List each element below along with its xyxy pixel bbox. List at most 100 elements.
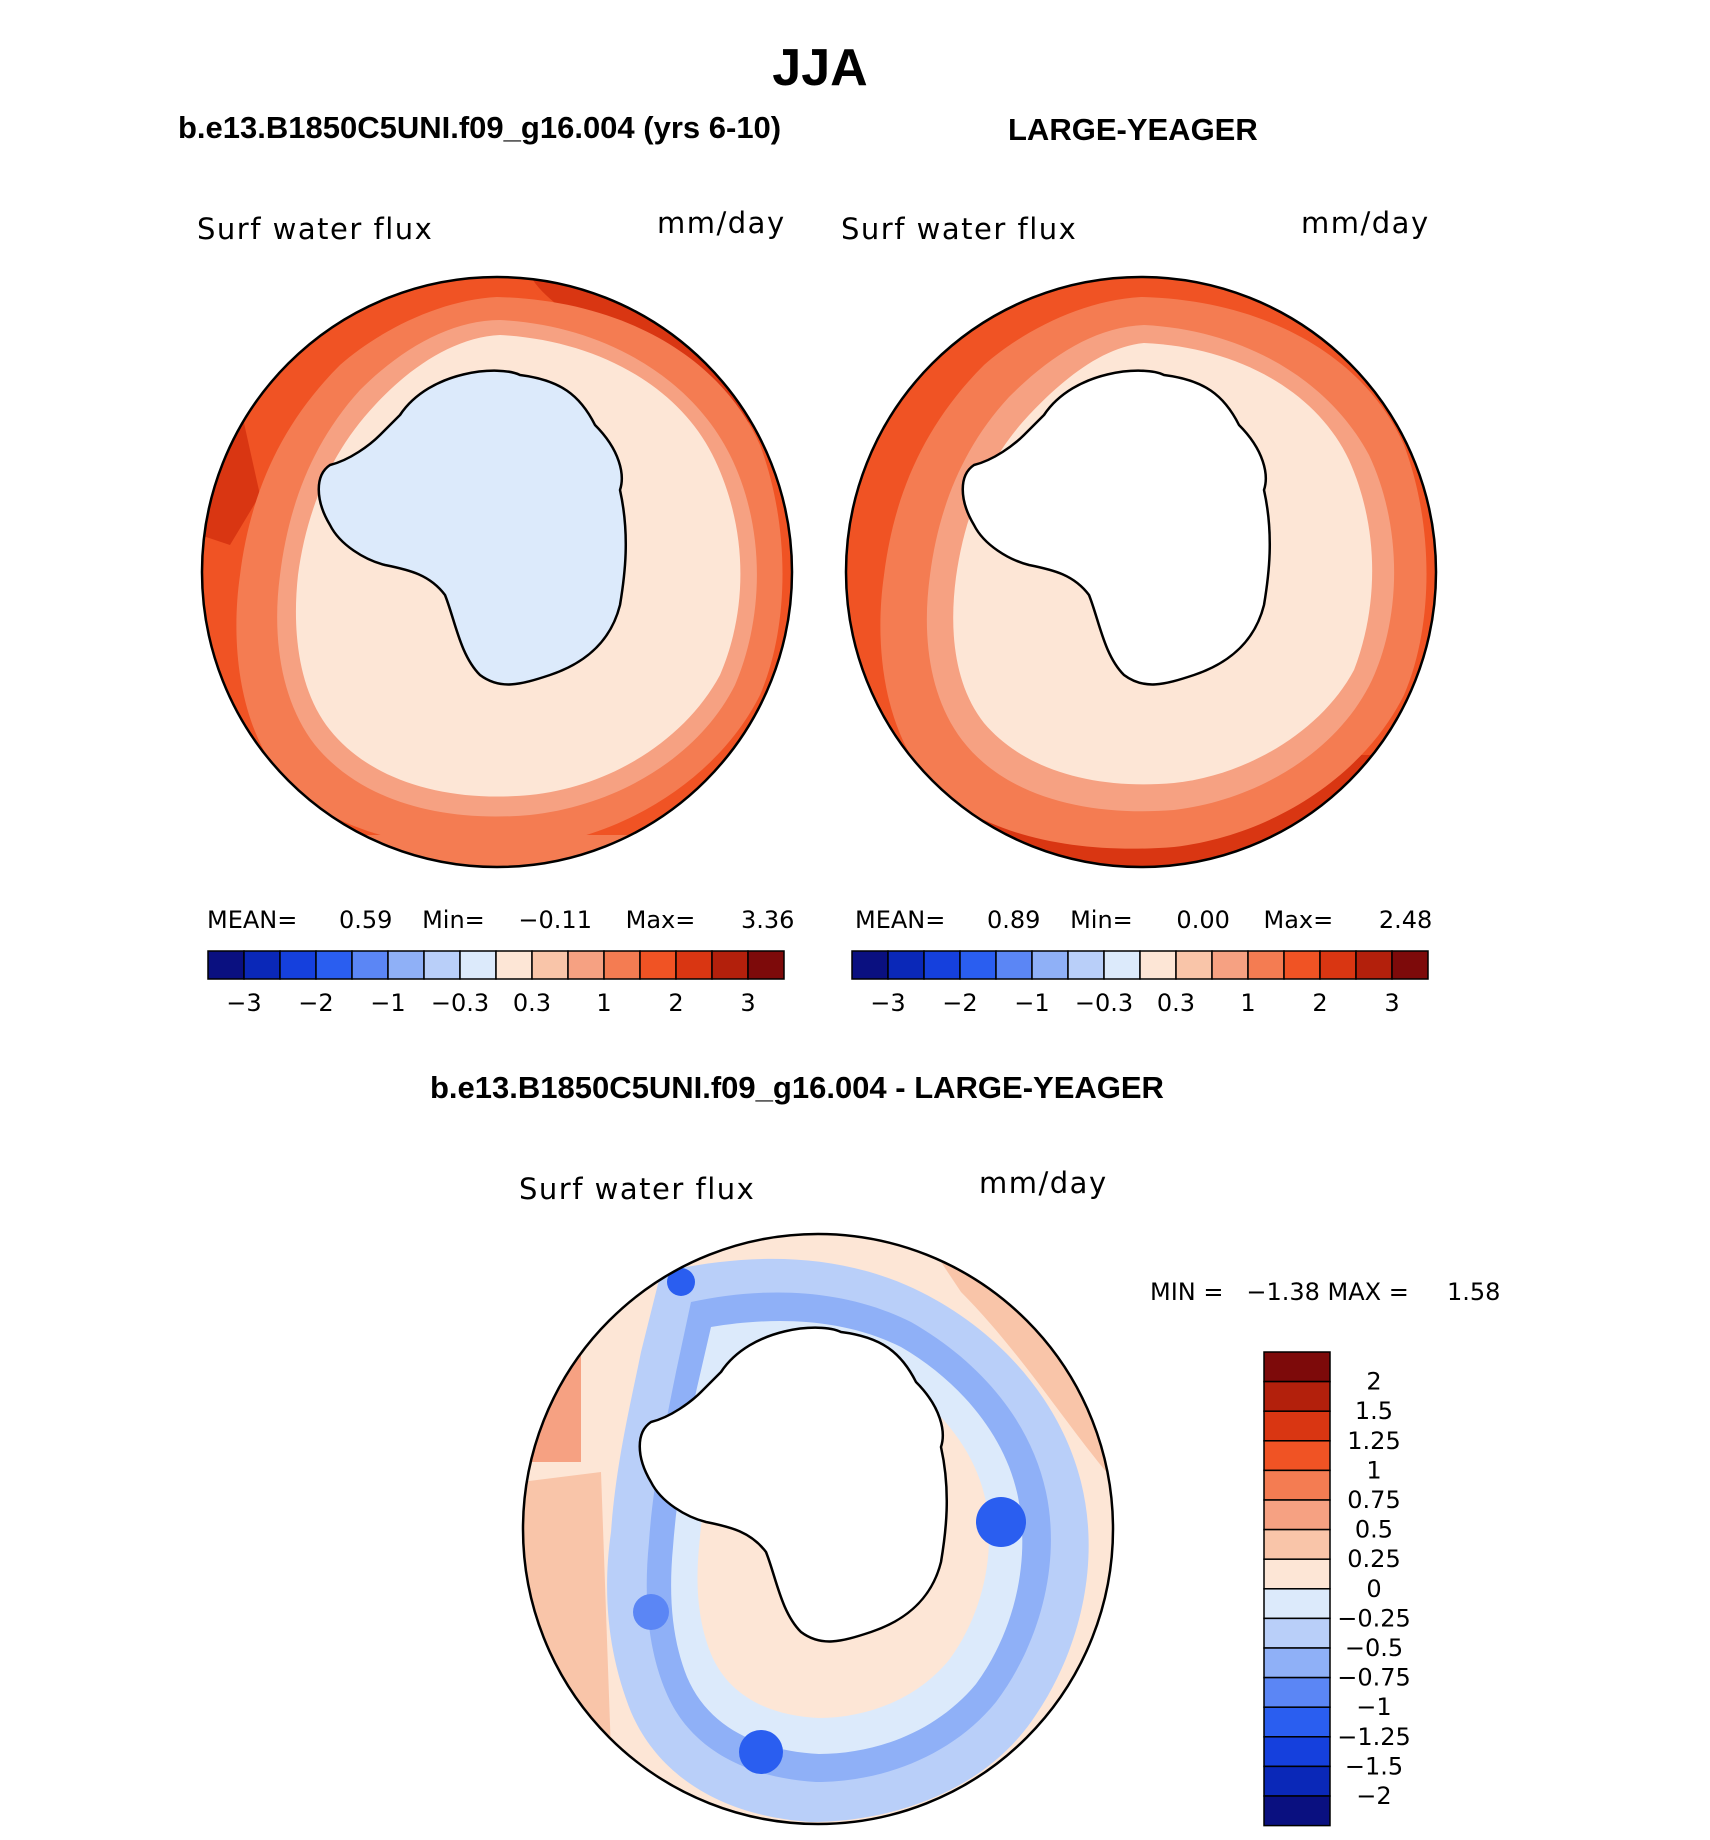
panel-2-mean-label: MEAN= [855,906,946,934]
colorbar-swatch [279,950,317,980]
colorbar-swatch [1263,1351,1331,1383]
panel-2-max-value: 2.48 [1378,906,1433,934]
colorbar-tick-label: 0.75 [1347,1486,1400,1514]
colorbar-tick-label: −2 [298,989,333,1017]
colorbar-tick-label: −1.25 [1337,1723,1411,1751]
panel-1-mean-label: MEAN= [207,906,298,934]
colorbar-swatch [315,950,353,980]
map-2-boundary [844,275,1438,869]
map-panel-2 [844,275,1438,869]
colorbar-tick-label: 2 [1366,1368,1381,1396]
colorbar-swatch [1139,950,1177,980]
colorbar-swatch [1283,950,1321,980]
colorbar-tick-label: −2 [942,989,977,1017]
colorbar-tick-label: 0.5 [1355,1516,1393,1544]
panel-1-min-label: Min= [422,906,485,934]
colorbar-tick-label: 1 [596,989,611,1017]
colorbar-tick-label: −1 [370,989,405,1017]
colorbar-swatch [959,950,997,980]
colorbar-swatch [1263,1558,1331,1590]
colorbar-swatch [1263,1528,1331,1560]
colorbar-tick-label: 1.25 [1347,1427,1400,1455]
colorbar-swatch [531,950,569,980]
colorbar-tick-label: 0.3 [513,989,551,1017]
colorbar-swatch [459,950,497,980]
colorbar-swatch [1263,1765,1331,1797]
panel-1-min-value: −0.11 [518,906,592,934]
colorbar-swatch [1263,1647,1331,1679]
panel-1-stats: MEAN= 0.59 Min= −0.11 Max= 3.36 [207,906,794,934]
colorbar-swatch [639,950,677,980]
colorbar-swatch [1263,1410,1331,1442]
colorbar-swatch [1263,1676,1331,1708]
colorbar-tick-label: −0.3 [1075,989,1133,1017]
colorbar-swatch [1263,1588,1331,1620]
colorbar-tick-label: 3 [1384,989,1399,1017]
antarctica-landmass [317,369,627,686]
colorbar-swatch [1263,1617,1331,1649]
colorbar-tick-label: −3 [870,989,905,1017]
panel-2-min-value: 0.00 [1176,906,1230,934]
colorbar-tick-label: 0.3 [1157,989,1195,1017]
colorbar-swatch [207,950,245,980]
colorbar-swatch [1247,950,1285,980]
colorbar-tick-label: 2 [668,989,683,1017]
panel-1-units: mm/day [657,206,786,240]
colorbar-swatch [1263,1795,1331,1827]
panel-1-header: b.e13.B1850C5UNI.f09_g16.004 (yrs 6-10) [178,110,782,145]
colorbar-tick-label: 1 [1240,989,1255,1017]
colorbar-swatch [923,950,961,980]
colorbar-tick-label: −2 [1356,1782,1391,1810]
colorbar-swatch [1103,950,1141,980]
colorbar-swatch [1263,1706,1331,1738]
panel-2-units: mm/day [1301,206,1430,240]
panel-2-header: LARGE-YEAGER [1008,112,1258,147]
colorbar-tick-label: −1 [1356,1693,1391,1721]
colorbar-panel-2: −3 −2 −1 −0.3 0.3 1 2 3 [851,950,1429,1017]
antarctica-landmass [638,1326,948,1643]
colorbar-swatch [1263,1469,1331,1501]
colorbar-swatch [1319,950,1357,980]
panel-2-variable-label: Surf water flux [841,212,1078,246]
colorbar-tick-label: 3 [740,989,755,1017]
panel-2-max-label: Max= [1263,906,1334,934]
diff-units: mm/day [979,1166,1108,1200]
colorbar-tick-label: −1 [1014,989,1049,1017]
map-1-boundary [200,275,794,869]
diff-header: b.e13.B1850C5UNI.f09_g16.004 - LARGE-YEA… [430,1070,1164,1105]
diff-minmax: MIN = −1.38 MAX = 1.58 [1150,1278,1501,1306]
colorbar-tick-label: −0.5 [1345,1634,1403,1662]
panel-2-stats: MEAN= 0.89 Min= 0.00 Max= 2.48 [855,906,1432,934]
map-panel-1 [200,275,794,869]
colorbar-swatch [1263,1736,1331,1768]
colorbar-swatch [1211,950,1249,980]
panel-2-mean-value: 0.89 [987,906,1041,934]
colorbar-swatch [603,950,641,980]
colorbar-tick-label: −0.25 [1337,1604,1411,1632]
colorbar-swatch [851,950,889,980]
colorbar-tick-label: −1.5 [1345,1752,1403,1780]
colorbar-swatch [243,950,281,980]
colorbar-swatch [1263,1499,1331,1531]
colorbar-swatch [387,950,425,980]
colorbar-swatch [351,950,389,980]
antarctica-landmass [961,369,1271,686]
colorbar-swatch [1175,950,1213,980]
colorbar-tick-label: −3 [226,989,261,1017]
panel-1-max-label: Max= [625,906,696,934]
colorbar-tick-label: 1 [1366,1456,1381,1484]
map-panel-diff [521,1232,1115,1826]
colorbar-tick-label: 1.5 [1355,1397,1393,1425]
colorbar-tick-label: −0.75 [1337,1664,1411,1692]
colorbar-tick-label: −0.3 [431,989,489,1017]
colorbar-swatch [747,950,785,980]
colorbar-swatch [711,950,749,980]
colorbar-tick-label: 2 [1312,989,1327,1017]
colorbar-swatch [567,950,605,980]
colorbar-panel-1: −3 −2 −1 −0.3 0.3 1 2 3 [207,950,785,1017]
colorbar-swatch [675,950,713,980]
colorbar-swatch [887,950,925,980]
colorbar-swatch [995,950,1033,980]
panel-1-variable-label: Surf water flux [197,212,434,246]
colorbar-swatch [1067,950,1105,980]
